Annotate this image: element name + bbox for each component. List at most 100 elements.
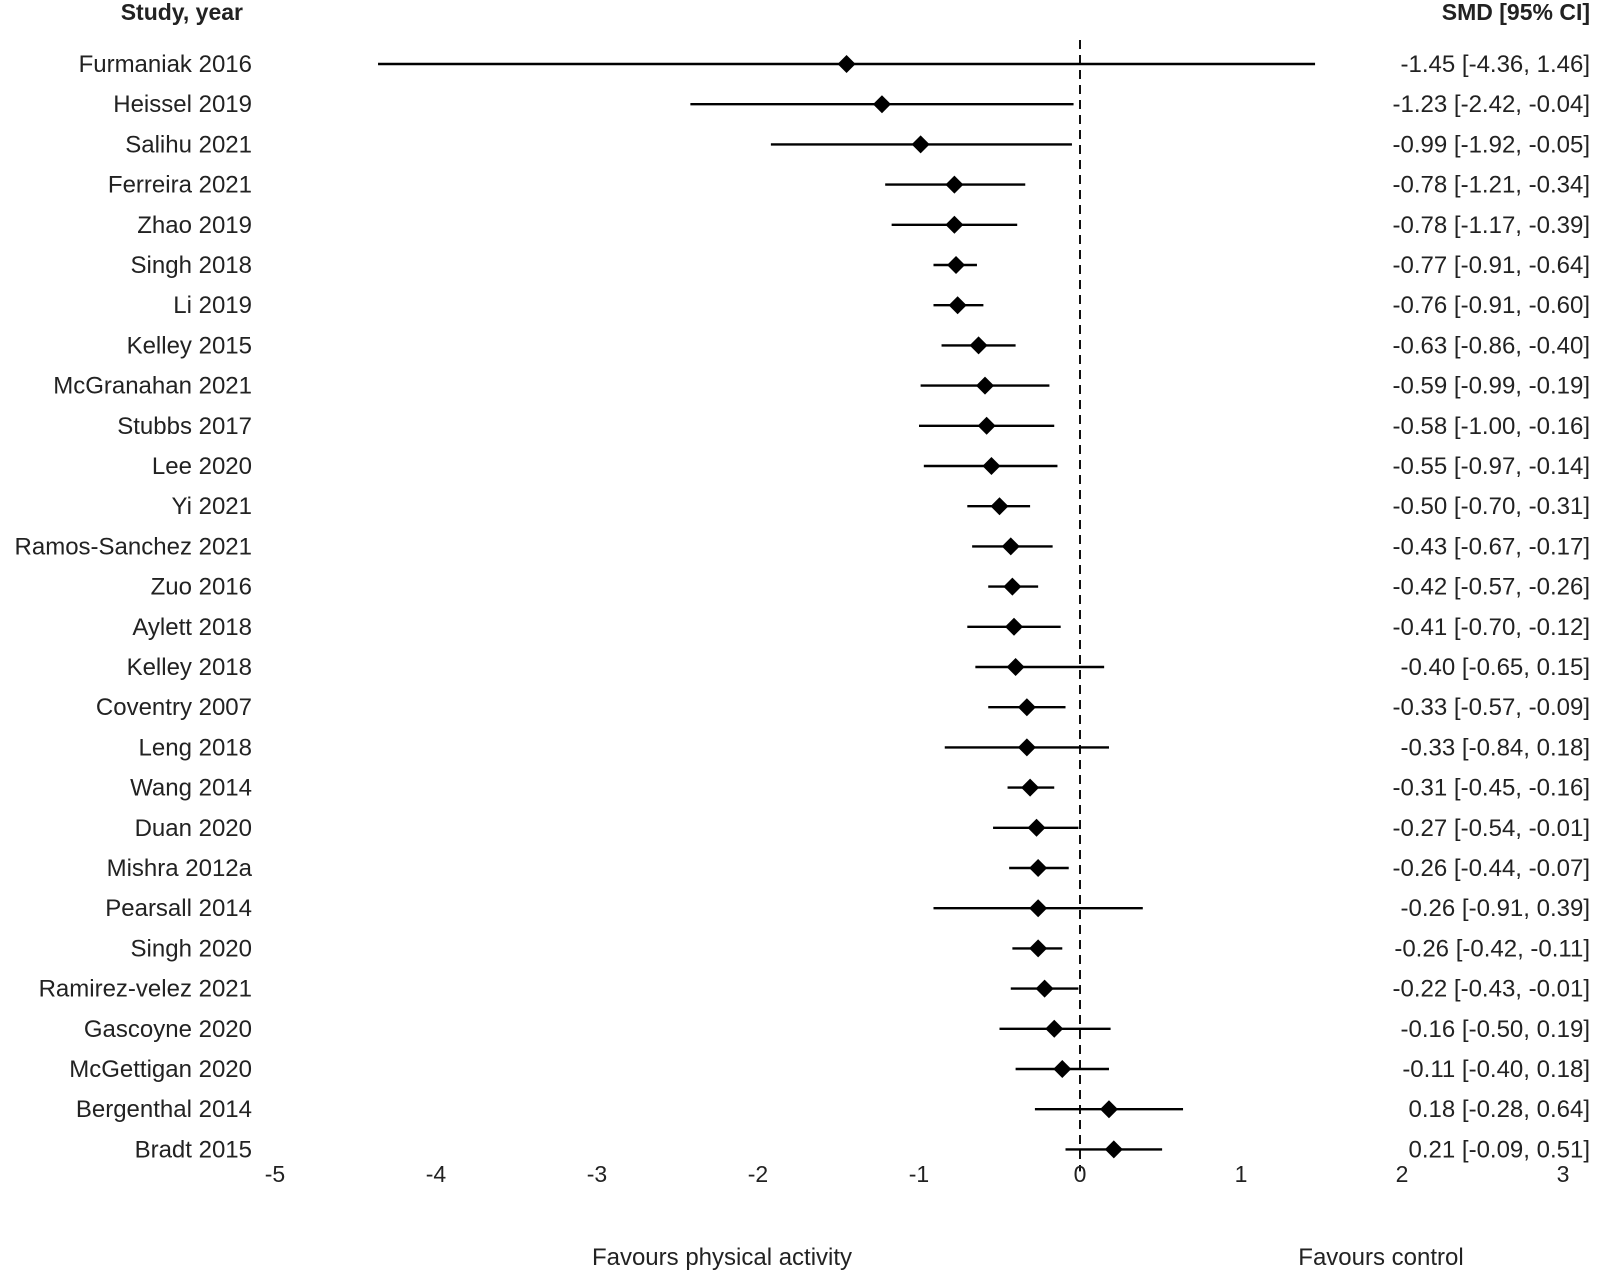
- study-label: Bradt 2015: [135, 1136, 252, 1163]
- chart-marks: [378, 55, 1316, 1159]
- point-estimate-marker: [1035, 979, 1054, 998]
- ci-label: -0.55 [-0.97, -0.14]: [1393, 453, 1590, 480]
- study-label: Yi 2021: [171, 493, 252, 520]
- study-label: Ramos-Sanchez 2021: [15, 533, 252, 560]
- point-estimate-marker: [1045, 1019, 1064, 1038]
- ci-label: -0.31 [-0.45, -0.16]: [1393, 775, 1590, 802]
- ci-label: -0.33 [-0.84, 0.18]: [1401, 734, 1590, 761]
- ci-label: -0.58 [-1.00, -0.16]: [1393, 413, 1590, 440]
- ci-label: -0.26 [-0.44, -0.07]: [1393, 855, 1590, 882]
- study-label: Bergenthal 2014: [76, 1096, 252, 1123]
- favours-left-label: Favours physical activity: [592, 1244, 852, 1271]
- x-tick-label: -1: [909, 1161, 929, 1187]
- ci-label: -0.78 [-1.17, -0.39]: [1393, 212, 1590, 239]
- ci-label: -0.41 [-0.70, -0.12]: [1393, 614, 1590, 641]
- study-label: Kelley 2018: [127, 654, 252, 681]
- study-label: Aylett 2018: [132, 614, 252, 641]
- study-label: Kelley 2015: [127, 332, 252, 359]
- point-estimate-marker: [1104, 1140, 1123, 1159]
- favours-right-label: Favours control: [1298, 1244, 1463, 1271]
- study-label: Salihu 2021: [125, 131, 252, 158]
- point-estimate-marker: [945, 215, 964, 234]
- point-estimate-marker: [1099, 1100, 1118, 1119]
- point-estimate-marker: [1029, 899, 1048, 918]
- study-label: Heissel 2019: [113, 91, 252, 118]
- point-estimate-marker: [969, 336, 988, 355]
- study-label: Furmaniak 2016: [79, 51, 252, 78]
- ci-label: -0.76 [-0.91, -0.60]: [1393, 292, 1590, 319]
- point-estimate-marker: [1029, 859, 1048, 877]
- point-estimate-marker: [990, 497, 1009, 516]
- study-label: Leng 2018: [139, 734, 252, 761]
- study-label: McGettigan 2020: [69, 1056, 252, 1083]
- study-label: Zhao 2019: [137, 212, 252, 239]
- x-tick-label: 0: [1074, 1161, 1087, 1187]
- study-label: Singh 2018: [131, 252, 252, 279]
- study-label: Gascoyne 2020: [84, 1016, 252, 1043]
- point-estimate-marker: [1006, 658, 1025, 676]
- ci-label: -0.11 [-0.40, 0.18]: [1402, 1056, 1590, 1083]
- ci-label: -0.59 [-0.99, -0.19]: [1393, 373, 1590, 400]
- x-tick-label: -4: [426, 1161, 447, 1187]
- study-label: Ferreira 2021: [108, 172, 252, 199]
- study-labels: Furmaniak 2016 Heissel 2019 Salihu 2021 Fer…: [15, 51, 253, 1163]
- point-estimate-marker: [837, 55, 856, 73]
- ci-label: 0.18 [-0.28, 0.64]: [1409, 1096, 1590, 1123]
- ci-label: -0.77 [-0.91, -0.64]: [1393, 252, 1590, 279]
- ci-label: -0.43 [-0.67, -0.17]: [1393, 533, 1590, 560]
- ci-label: -0.42 [-0.57, -0.26]: [1393, 574, 1590, 601]
- ci-label: -1.23 [-2.42, -0.04]: [1393, 91, 1590, 118]
- x-tick-label: -2: [748, 1161, 768, 1187]
- study-label: Li 2019: [173, 292, 252, 319]
- study-label: Duan 2020: [135, 815, 252, 842]
- point-estimate-marker: [1004, 617, 1023, 636]
- point-estimate-marker: [945, 175, 964, 194]
- ci-label: -0.26 [-0.42, -0.11]: [1394, 935, 1590, 962]
- study-label: Ramirez-velez 2021: [39, 976, 252, 1003]
- ci-labels: -1.45 [-4.36, 1.46] -1.23 [-2.42, -0.04] -…: [1393, 51, 1590, 1163]
- study-label: Lee 2020: [152, 453, 252, 480]
- x-tick-label: -5: [265, 1161, 285, 1187]
- x-tick-label: 2: [1396, 1161, 1409, 1187]
- ci-label: -0.50 [-0.70, -0.31]: [1393, 493, 1590, 520]
- study-label: Stubbs 2017: [117, 413, 252, 440]
- point-estimate-marker: [1029, 939, 1048, 958]
- study-label: Coventry 2007: [96, 694, 252, 721]
- study-label: Pearsall 2014: [105, 895, 252, 922]
- study-column-header: Study, year: [121, 0, 243, 25]
- study-label: Wang 2014: [130, 775, 252, 802]
- study-label: Mishra 2012a: [107, 855, 253, 882]
- point-estimate-marker: [1017, 738, 1036, 757]
- point-estimate-marker: [947, 256, 966, 274]
- smd-column-header: SMD [95% CI]: [1442, 0, 1590, 25]
- x-tick-label: 1: [1235, 1161, 1248, 1187]
- point-estimate-marker: [982, 457, 1001, 475]
- point-estimate-marker: [1003, 577, 1022, 596]
- point-estimate-marker: [1027, 818, 1046, 837]
- ci-label: -1.45 [-4.36, 1.46]: [1401, 51, 1590, 78]
- point-estimate-marker: [1001, 537, 1020, 556]
- point-estimate-marker: [977, 416, 996, 435]
- ci-label: -0.16 [-0.50, 0.19]: [1401, 1016, 1590, 1043]
- ci-label: -0.33 [-0.57, -0.09]: [1393, 694, 1590, 721]
- point-estimate-marker: [1017, 698, 1036, 717]
- ci-label: -0.99 [-1.92, -0.05]: [1393, 131, 1590, 158]
- ci-label: -0.78 [-1.21, -0.34]: [1393, 172, 1590, 199]
- ci-label: -0.22 [-0.43, -0.01]: [1393, 976, 1590, 1003]
- x-axis-ticks: -5 -4 -3 -2 -1 0 1 2 3: [265, 1161, 1570, 1187]
- study-label: McGranahan 2021: [53, 373, 252, 400]
- x-tick-label: -3: [587, 1161, 607, 1187]
- point-estimate-marker: [976, 376, 995, 395]
- x-tick-label: 3: [1557, 1161, 1570, 1187]
- study-label: Zuo 2016: [151, 574, 252, 601]
- point-estimate-marker: [948, 296, 967, 315]
- point-estimate-marker: [1053, 1060, 1072, 1078]
- ci-label: -0.26 [-0.91, 0.39]: [1401, 895, 1590, 922]
- ci-label: -0.40 [-0.65, 0.15]: [1401, 654, 1590, 681]
- ci-label: -0.27 [-0.54, -0.01]: [1393, 815, 1590, 842]
- study-label: Singh 2020: [131, 935, 252, 962]
- point-estimate-marker: [872, 95, 891, 114]
- ci-label: 0.21 [-0.09, 0.51]: [1409, 1136, 1590, 1163]
- ci-label: -0.63 [-0.86, -0.40]: [1393, 332, 1590, 359]
